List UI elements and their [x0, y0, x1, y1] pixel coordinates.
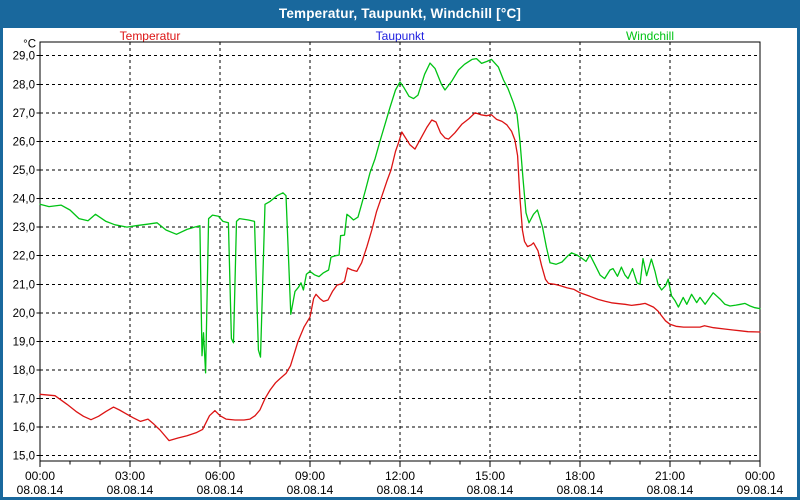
legend-temperatur: Temperatur — [119, 29, 181, 43]
x-tick-date-label: 08.08.14 — [647, 483, 694, 497]
y-tick-label: 21,0 — [13, 279, 35, 291]
x-tick-date-label: 08.08.14 — [467, 483, 514, 497]
x-tick-date-label: 08.08.14 — [377, 483, 424, 497]
y-tick-label: 26,0 — [13, 136, 35, 148]
y-tick-label: 20,0 — [13, 308, 35, 320]
axis-labels-layer: 29,0 28,0 27,0 26,0 25,0 24,0 23,0 22,0 21,0 20,0… — [13, 39, 784, 497]
y-tick-label: 15,0 — [13, 451, 35, 463]
x-tick-time-label: 12:00 — [385, 469, 415, 483]
x-tick-time-label: 15:00 — [475, 469, 505, 483]
x-tick-time-label: 06:00 — [205, 469, 235, 483]
y-tick-label: 16,0 — [13, 422, 35, 434]
y-tick-label: 17,0 — [13, 394, 35, 406]
legend-windchill: Windchill — [625, 29, 674, 43]
x-tick-date-label: 08.08.14 — [197, 483, 244, 497]
x-tick-time-label: 00:00 — [25, 469, 55, 483]
y-tick-label: 23,0 — [13, 222, 35, 234]
x-tick-time-label: 09:00 — [295, 469, 325, 483]
legend-taupunkt: Taupunkt — [375, 29, 425, 43]
x-tick-date-label: 09.08.14 — [737, 483, 784, 497]
y-tick-label: 28,0 — [13, 79, 35, 91]
x-tick-time-label: 21:00 — [655, 469, 685, 483]
y-tick-label: 19,0 — [13, 336, 35, 348]
y-tick-label: 27,0 — [13, 108, 35, 120]
y-axis-unit: °C — [23, 39, 36, 51]
x-tick-date-label: 08.08.14 — [287, 483, 334, 497]
y-tick-label: 25,0 — [13, 165, 35, 177]
x-tick-time-label: 18:00 — [565, 469, 595, 483]
x-tick-time-label: 00:00 — [745, 469, 775, 483]
y-tick-label: 24,0 — [13, 194, 35, 206]
title-bar: Temperatur, Taupunkt, Windchill [°C] — [0, 0, 800, 28]
series-windchill-line — [39, 57, 761, 374]
y-tick-label: 22,0 — [13, 251, 35, 263]
x-tick-time-label: 03:00 — [115, 469, 145, 483]
y-tick-label: 18,0 — [13, 365, 35, 377]
x-tick-date-label: 08.08.14 — [557, 483, 604, 497]
y-tick-label: 29,0 — [13, 51, 35, 63]
x-tick-date-label: 08.08.14 — [107, 483, 154, 497]
series-temperatur-line — [39, 112, 761, 442]
plot-border — [39, 41, 761, 462]
grid-layer — [36, 41, 761, 467]
x-tick-date-label: 08.08.14 — [17, 483, 64, 497]
